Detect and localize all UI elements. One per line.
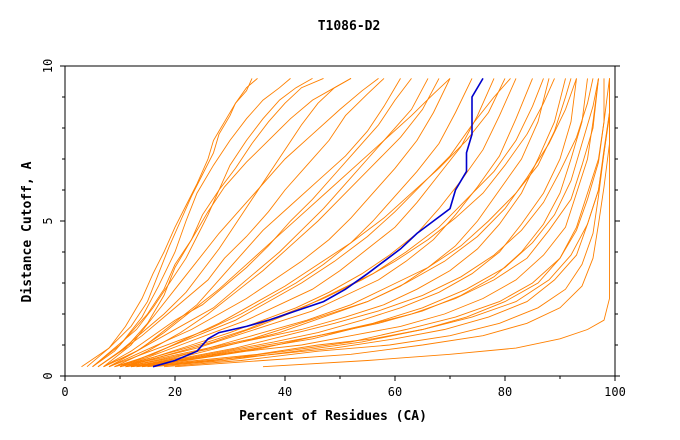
model-line [92,78,313,368]
model-line [103,78,412,368]
model-line [119,78,511,368]
x-tick-label: 0 [61,385,68,399]
model-line [119,78,555,368]
model-line [136,78,599,368]
model-line [163,78,610,368]
model-line [108,78,473,368]
model-line [152,78,610,368]
y-tick-label: 5 [41,217,55,224]
model-line [114,78,506,368]
model-line [108,78,451,368]
axes [60,65,620,381]
plot-frame [64,65,616,377]
y-axis-label: Distance Cutoff, A [20,161,35,302]
highlight-line [152,77,484,368]
model-line [103,78,379,368]
model-line [92,77,324,368]
x-tick-label: 100 [604,385,626,399]
y-tick-labels: 0 5 10 [41,59,55,380]
x-tick-label: 20 [168,385,182,399]
model-line [125,78,572,368]
model-line [130,78,594,368]
model-line [119,78,533,368]
model-line [174,78,610,368]
x-tick-labels: 0 20 40 60 80 100 [61,385,625,399]
model-line [97,78,352,368]
model-line [114,78,517,368]
model-line [81,78,253,368]
model-line [125,78,544,368]
model-line [141,78,599,368]
model-line [262,78,610,368]
model-line [97,78,352,368]
y-tick-label: 10 [41,59,55,73]
model-line [125,78,577,368]
x-tick-label: 40 [278,385,292,399]
model-line [108,78,401,368]
chart-title: T1086-D2 [318,19,381,34]
model-line [147,78,610,368]
model-line [97,78,385,368]
model-line [114,78,440,368]
model-line [130,78,599,368]
x-tick-label: 80 [498,385,512,399]
model-line [103,78,451,368]
model-line [130,78,577,368]
model-line [136,78,605,368]
x-axis-label: Percent of Residues (CA) [239,409,427,424]
model-line [92,78,291,368]
model-line [86,78,258,368]
x-tick-label: 60 [388,385,402,399]
y-tick-label: 0 [41,372,55,379]
plot-lines [81,77,610,368]
model-line [114,78,495,368]
